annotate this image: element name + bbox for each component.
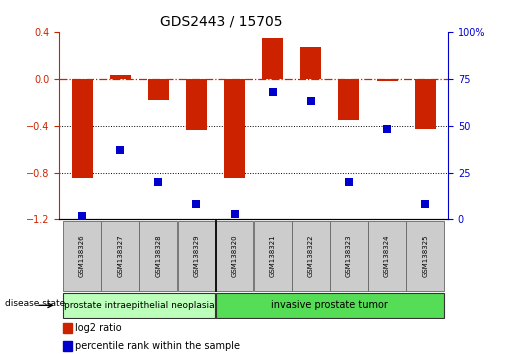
- Text: GSM138327: GSM138327: [117, 234, 123, 277]
- Text: GSM138328: GSM138328: [156, 234, 161, 277]
- Text: log2 ratio: log2 ratio: [75, 323, 122, 333]
- Bar: [63, 323, 72, 333]
- FancyBboxPatch shape: [178, 221, 215, 291]
- FancyBboxPatch shape: [254, 221, 291, 291]
- Bar: [224, 79, 245, 178]
- FancyBboxPatch shape: [292, 221, 330, 291]
- Bar: [262, 38, 283, 79]
- Point: [116, 147, 124, 153]
- Point: [307, 98, 315, 104]
- Bar: [186, 79, 207, 130]
- Text: GSM138329: GSM138329: [194, 234, 199, 277]
- Bar: [63, 341, 72, 351]
- Point: [269, 89, 277, 95]
- FancyBboxPatch shape: [368, 221, 406, 291]
- FancyBboxPatch shape: [330, 221, 368, 291]
- Point: [154, 179, 162, 185]
- Point: [192, 202, 200, 207]
- Bar: [415, 79, 436, 129]
- FancyBboxPatch shape: [63, 292, 215, 318]
- FancyBboxPatch shape: [101, 221, 139, 291]
- FancyBboxPatch shape: [140, 221, 177, 291]
- Bar: [148, 79, 169, 100]
- Text: GSM138322: GSM138322: [308, 234, 314, 277]
- Bar: [338, 79, 359, 120]
- Bar: [300, 47, 321, 79]
- FancyBboxPatch shape: [216, 221, 253, 291]
- Text: GSM138326: GSM138326: [79, 234, 85, 277]
- FancyBboxPatch shape: [216, 292, 444, 318]
- Bar: [110, 75, 131, 79]
- Text: GSM138320: GSM138320: [232, 234, 237, 277]
- Text: GSM138321: GSM138321: [270, 234, 276, 277]
- Text: GSM138323: GSM138323: [346, 234, 352, 277]
- FancyBboxPatch shape: [406, 221, 444, 291]
- Text: prostate intraepithelial neoplasia: prostate intraepithelial neoplasia: [64, 301, 215, 310]
- Point: [78, 213, 86, 218]
- Point: [421, 202, 430, 207]
- Text: percentile rank within the sample: percentile rank within the sample: [75, 341, 240, 351]
- Point: [383, 127, 391, 132]
- Text: GSM138324: GSM138324: [384, 234, 390, 277]
- Text: invasive prostate tumor: invasive prostate tumor: [271, 300, 388, 310]
- Point: [230, 211, 238, 217]
- Bar: [376, 79, 398, 81]
- Text: GSM138325: GSM138325: [422, 234, 428, 277]
- Text: GDS2443 / 15705: GDS2443 / 15705: [160, 14, 283, 28]
- Bar: [72, 79, 93, 178]
- Text: disease state: disease state: [5, 299, 65, 308]
- FancyBboxPatch shape: [63, 221, 101, 291]
- Point: [345, 179, 353, 185]
